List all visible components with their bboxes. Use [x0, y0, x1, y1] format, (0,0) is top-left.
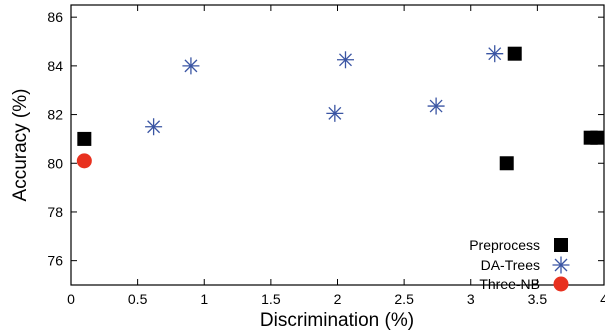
preprocess-point	[507, 46, 522, 61]
legend-label-da-trees: DA-Trees	[481, 257, 540, 273]
preprocess-point	[77, 131, 92, 146]
da-trees-point	[182, 57, 200, 75]
y-tick-label: 80	[47, 155, 63, 171]
x-tick-label: 0	[67, 291, 75, 307]
legend-marker-preprocess	[554, 238, 568, 252]
axis-ticks	[70, 5, 605, 285]
three-nb-point	[76, 153, 92, 169]
asterisk-stroke	[429, 99, 443, 113]
legend-marker-three-nb	[553, 276, 569, 292]
x-tick-label: 3.5	[528, 291, 548, 307]
x-tick-label: 3	[467, 291, 475, 307]
asterisk-stroke	[147, 120, 161, 134]
asterisk-stroke	[488, 47, 502, 61]
legend-label-preprocess: Preprocess	[469, 237, 540, 253]
da-trees-point	[336, 51, 354, 69]
legend-label-three-nb: Three-NB	[479, 276, 540, 292]
da-trees-point	[427, 97, 445, 115]
x-tick-label: 2.5	[394, 291, 414, 307]
legend-marker-da-trees	[552, 256, 570, 274]
preprocess-point	[590, 130, 605, 145]
x-tick-label: 4	[600, 291, 605, 307]
asterisk-stroke	[184, 59, 198, 73]
x-tick-label: 1.5	[261, 291, 281, 307]
x-tick-label: 2	[334, 291, 342, 307]
da-trees-point	[145, 118, 163, 136]
y-tick-label: 86	[47, 9, 63, 25]
preprocess-point	[499, 156, 514, 171]
axis-tick-labels: 0 0.5 1 1.5 2 2.5 3 3.5 4 76 78 80 82 84 86	[47, 9, 605, 307]
y-tick-label: 84	[47, 58, 63, 74]
y-tick-label: 78	[47, 204, 63, 220]
y-tick-label: 82	[47, 107, 63, 123]
y-axis-title: Accuracy (%)	[10, 89, 31, 202]
y-tick-label: 76	[47, 253, 63, 269]
x-tick-label: 1	[200, 291, 208, 307]
asterisk-stroke	[339, 53, 352, 67]
x-tick-label: 0.5	[128, 291, 148, 307]
asterisk-stroke	[554, 258, 568, 272]
legend: Preprocess DA-Trees Three-NB	[469, 237, 570, 292]
asterisk-stroke	[328, 106, 342, 120]
da-trees-point	[486, 45, 504, 63]
da-trees-point	[326, 104, 344, 122]
x-axis-title: Discrimination (%)	[260, 310, 414, 331]
data-points	[76, 45, 605, 171]
